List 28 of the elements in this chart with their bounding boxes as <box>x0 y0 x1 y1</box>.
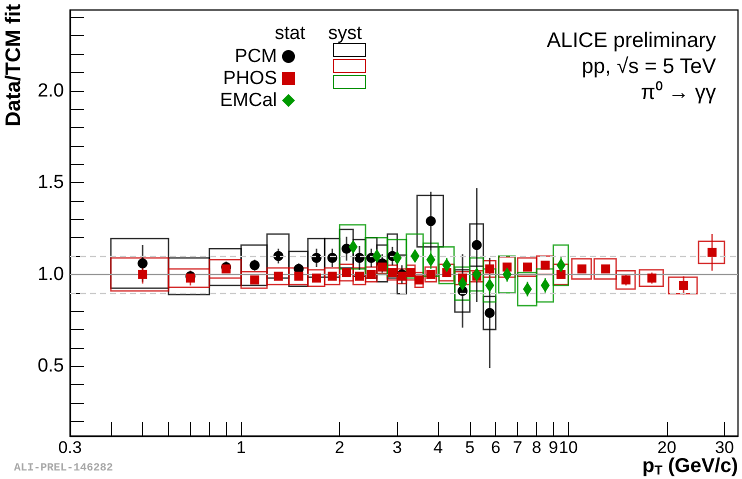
x-tick-label: 3 <box>392 438 402 457</box>
y-tick-label: 0.5 <box>38 356 64 377</box>
annotation: stat <box>274 23 306 44</box>
x-tick-label: 0.3 <box>58 438 82 457</box>
x-tick-label: 9 <box>548 438 558 457</box>
legend-label: PHOS <box>223 68 277 89</box>
x-tick-label: 4 <box>433 438 443 457</box>
text: ALI-PREL-146282 <box>14 462 114 474</box>
x-axis-title: pT (GeV/c) <box>642 455 738 478</box>
y-tick-label: 2.0 <box>38 80 64 102</box>
y-axis-title: Data/TCM fit <box>2 4 25 126</box>
x-tick-label: 6 <box>491 438 500 457</box>
x-tick-label: 1 <box>236 438 246 457</box>
legend-label: EMCal <box>220 90 277 111</box>
x-tick-label: 5 <box>465 438 475 457</box>
annotation: ALICE preliminary <box>546 29 716 52</box>
x-tick-label: 10 <box>558 438 578 457</box>
y-tick-label: 1.5 <box>38 172 64 194</box>
x-tick-label: 7 <box>512 438 522 457</box>
annotation: syst <box>328 23 363 44</box>
x-tick-label: 2 <box>334 438 344 457</box>
legend-label: PCM <box>234 46 277 67</box>
annotation: π⁰ → γγ <box>640 81 716 104</box>
x-tick-label: 30 <box>714 438 734 457</box>
annotation: pp, √s = 5 TeV <box>582 55 716 78</box>
y-tick-label: 1.0 <box>38 264 64 285</box>
x-tick-label: 20 <box>657 438 676 457</box>
x-tick-label: 8 <box>532 438 542 457</box>
